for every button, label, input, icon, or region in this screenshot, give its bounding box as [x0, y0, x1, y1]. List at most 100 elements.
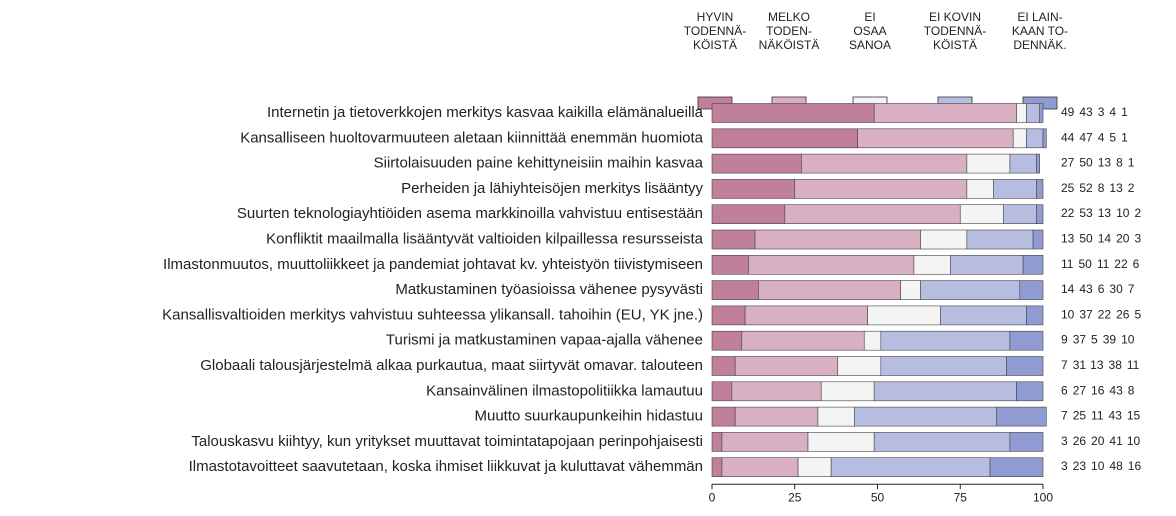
value-label: 43 — [1079, 282, 1093, 296]
value-labels: 7 31 13 38 11 — [1061, 358, 1140, 372]
bar-segment — [830, 457, 991, 478]
legend-label: TODENNÄ- — [924, 24, 986, 38]
value-label: 53 — [1079, 206, 1093, 220]
bar-segment — [900, 280, 921, 300]
bar-segment — [711, 153, 802, 174]
value-labels: 14 43 6 30 7 — [1061, 282, 1135, 296]
category-label: Konfliktit maailmalla lisääntyvät valtio… — [266, 230, 704, 247]
x-tick-label: 50 — [871, 490, 885, 504]
value-labels: 10 37 22 26 5 — [1061, 308, 1141, 322]
value-label: 31 — [1073, 358, 1087, 372]
bar-segment — [754, 229, 921, 250]
value-label: 13 — [1098, 156, 1112, 170]
bar-segment — [920, 229, 968, 250]
value-label: 2 — [1134, 206, 1141, 220]
value-label: 3 — [1134, 232, 1141, 246]
bar-segment — [1026, 103, 1040, 123]
category-label: Kansalliseen huoltovarmuuteen aletaan ki… — [240, 129, 703, 146]
bar-segment — [711, 103, 875, 123]
value-label: 26 — [1116, 308, 1130, 322]
value-label: 22 — [1098, 308, 1112, 322]
bar-segment — [711, 457, 723, 478]
value-label: 8 — [1116, 156, 1123, 170]
bar-segment — [731, 381, 822, 402]
bar-segment — [1042, 128, 1047, 149]
bar-segment — [711, 229, 756, 250]
value-label: 6 — [1061, 383, 1068, 397]
value-labels: 3 23 10 48 16 — [1061, 459, 1141, 473]
bar-segment — [940, 305, 1027, 326]
value-label: 5 — [1091, 333, 1098, 347]
bar-segment — [711, 128, 858, 149]
value-label: 52 — [1079, 181, 1093, 195]
bar-segment — [950, 255, 1024, 275]
bar-segment — [807, 432, 875, 452]
value-label: 3 — [1061, 434, 1068, 448]
value-labels: 27 50 13 8 1 — [1061, 156, 1135, 170]
value-label: 43 — [1109, 383, 1123, 397]
bar-segment — [711, 330, 743, 351]
bar-segment — [744, 305, 868, 326]
bar-segment — [966, 179, 994, 199]
legend-label: SANOA — [849, 38, 891, 52]
value-label: 30 — [1109, 282, 1123, 296]
bar-segment — [913, 255, 951, 275]
value-labels: 9 37 5 39 10 — [1061, 333, 1135, 347]
value-label: 10 — [1061, 308, 1075, 322]
bar-segment — [1036, 153, 1040, 174]
bar-segment — [711, 432, 723, 452]
legend-label: KÖISTÄ — [933, 38, 977, 52]
bar-segment — [784, 204, 961, 224]
bar-segment — [880, 356, 1007, 376]
legend-label: TODENNÄ- — [684, 24, 746, 38]
bar-segment — [993, 179, 1037, 199]
value-label: 44 — [1061, 130, 1075, 144]
bar-segment — [734, 356, 839, 376]
value-label: 3 — [1061, 459, 1068, 473]
value-label: 11 — [1091, 409, 1104, 423]
value-label: 16 — [1128, 459, 1142, 473]
value-label: 43 — [1079, 105, 1093, 119]
value-label: 13 — [1090, 358, 1104, 372]
bar-segment — [801, 153, 968, 174]
category-label: Talouskasvu kiihtyy, kun yritykset muutt… — [191, 433, 703, 450]
category-label: Internetin ja tietoverkkojen merkitys ka… — [267, 104, 704, 121]
category-label: Kansallisvaltioiden merkitys vahvistuu s… — [162, 306, 703, 323]
legend-label: KÖISTÄ — [693, 38, 737, 52]
value-labels: 11 50 11 22 6 — [1061, 257, 1140, 271]
value-label: 50 — [1079, 232, 1093, 246]
legend-label: HYVIN — [697, 10, 734, 24]
value-labels: 25 52 8 13 2 — [1061, 181, 1135, 195]
bar-segment — [873, 432, 1011, 452]
bar-segment — [873, 103, 1017, 123]
bar-segment — [1009, 153, 1037, 174]
bar-segment — [711, 305, 746, 326]
bar-segment — [1016, 381, 1044, 402]
bar-segment — [1016, 103, 1027, 123]
value-label: 4 — [1109, 105, 1116, 119]
value-label: 11 — [1127, 358, 1140, 372]
value-label: 7 — [1061, 409, 1068, 423]
category-label: Ilmastonmuutos, muuttoliikkeet ja pandem… — [163, 256, 703, 273]
value-label: 37 — [1079, 308, 1093, 322]
value-label: 27 — [1061, 156, 1075, 170]
value-labels: 44 47 4 5 1 — [1061, 130, 1128, 144]
value-label: 25 — [1061, 181, 1075, 195]
value-label: 50 — [1079, 156, 1093, 170]
bar-segment — [989, 457, 1044, 478]
legend-label: NÄKÖISTÄ — [759, 38, 820, 52]
bar-segment — [873, 381, 1017, 402]
value-labels: 13 50 14 20 3 — [1061, 232, 1141, 246]
value-label: 26 — [1073, 434, 1087, 448]
value-label: 20 — [1116, 232, 1130, 246]
category-label: Muutto suurkaupunkeihin hidastuu — [475, 408, 704, 425]
bar-segment — [711, 204, 786, 224]
bar-segment — [996, 406, 1047, 427]
value-label: 1 — [1121, 130, 1128, 144]
value-label: 9 — [1061, 333, 1068, 347]
bar-segment — [1002, 204, 1037, 224]
value-label: 1 — [1121, 105, 1128, 119]
legend-label: DENNÄK. — [1013, 38, 1066, 52]
bar-segment — [966, 153, 1011, 174]
